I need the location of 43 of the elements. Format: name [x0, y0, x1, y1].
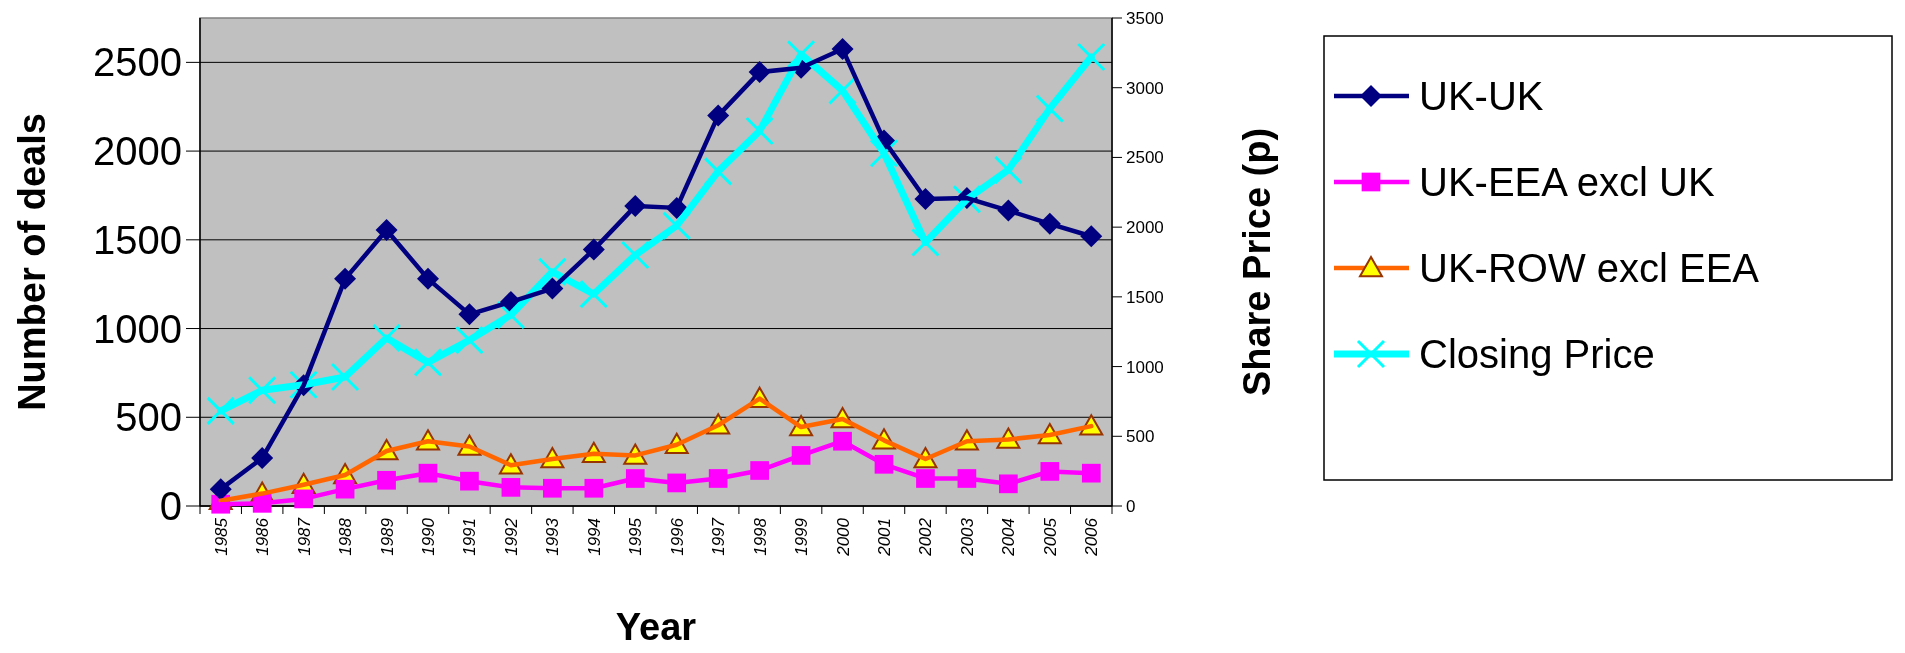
x-tick-label: 1988: [336, 517, 356, 556]
legend-label: UK-ROW excl EEA: [1419, 246, 1760, 290]
y-tick-label: 1000: [93, 306, 182, 351]
y-tick-label: 500: [115, 395, 182, 440]
x-tick-label: 1999: [792, 517, 812, 556]
y2-tick-label: 3500: [1126, 8, 1164, 28]
x-tick-label: 2000: [833, 517, 853, 557]
x-axis-title: Year: [615, 606, 697, 648]
y-tick-label: 1500: [93, 217, 182, 262]
legend-label: Closing Price: [1419, 332, 1655, 376]
x-tick-label: 2003: [957, 517, 977, 557]
x-tick-label: 1997: [709, 517, 729, 556]
x-tick-label: 2002: [916, 517, 936, 557]
x-tick-label: 1991: [460, 518, 480, 556]
y2-tick-label: 1500: [1126, 287, 1164, 307]
x-tick-label: 2001: [875, 518, 894, 557]
x-tick-label: 2005: [1040, 517, 1060, 557]
y-axis-title: Number of deals: [11, 113, 53, 411]
y-tick-label: 2500: [93, 40, 182, 85]
y2-axis-title: Share Price (p): [1236, 127, 1278, 397]
y2-tick-label: 0: [1126, 496, 1136, 516]
y-tick-label: 0: [159, 484, 182, 528]
x-tick-label: 2004: [999, 518, 1019, 557]
x-tick-label: 1987: [294, 517, 314, 556]
y-tick-label: 2000: [93, 129, 182, 174]
x-tick-label: 1992: [501, 517, 521, 556]
x-tick-label: 1998: [750, 517, 770, 556]
x-tick-label: 1993: [543, 517, 563, 556]
x-tick-label: 1996: [667, 517, 687, 556]
x-tick-label: 1994: [584, 518, 604, 556]
legend-label: UK-EEA excl UK: [1419, 160, 1715, 204]
x-tick-label: 1986: [253, 517, 273, 556]
legend-label: UK-UK: [1419, 74, 1544, 118]
x-tick-label: 1990: [419, 517, 438, 556]
x-tick-label: 1995: [626, 517, 646, 556]
y2-tick-label: 500: [1126, 427, 1155, 447]
y2-tick-label: 1000: [1126, 357, 1164, 377]
x-tick-label: 2006: [1082, 517, 1102, 557]
y2-tick-label: 2500: [1126, 148, 1164, 168]
x-tick-label: 1985: [211, 517, 231, 556]
y2-tick-label: 3000: [1126, 78, 1164, 98]
y2-tick-label: 2000: [1126, 218, 1164, 238]
x-tick-label: 1989: [377, 517, 397, 556]
